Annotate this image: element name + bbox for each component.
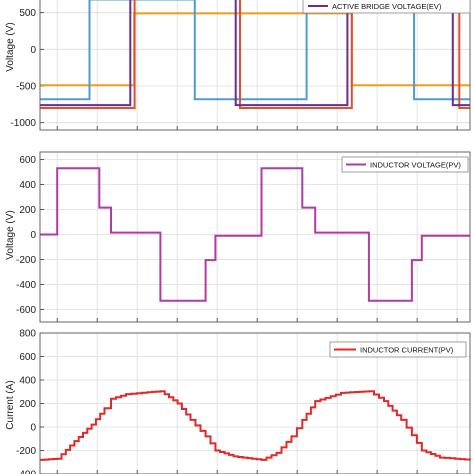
y-tick-label-6: -600 (16, 305, 36, 316)
series-line-3 (40, 0, 470, 107)
series-line-2 (40, 0, 470, 109)
series-line-1 (40, 0, 470, 101)
y-tick-label-0: 500 (19, 8, 36, 19)
plot-frame (39, 0, 471, 131)
y-tick-label-0: 800 (19, 329, 36, 340)
legend-bottom: INDUCTOR CURRENT(PV) (329, 341, 467, 358)
series-line-0 (40, 167, 470, 302)
plot-frame (39, 151, 471, 323)
y-tick-label-4: 0 (30, 423, 36, 434)
legend-top: ACTIVE BRIDGE VOLTAGE(EV) (302, 0, 471, 14)
ylabel-middle: Voltage (V) (5, 210, 16, 259)
ylabel-bottom: Current (A) (5, 380, 16, 429)
y-tick-label-0: 600 (19, 155, 36, 166)
y-tick-label-6: -400 (16, 470, 36, 474)
panel-bottom: Current (A) 800 600 400 200 0 -200 -400 INDUCT… (5, 329, 471, 474)
y-tick-label-5: -400 (16, 280, 36, 291)
panel-middle: Voltage (V) 600 400 200 0 -200 -400 -600 INDUC… (5, 151, 471, 323)
legend-label-middle: INDUCTOR VOLTAGE(PV) (370, 161, 461, 170)
y-tick-label-4: -200 (16, 255, 36, 266)
plot-top: 500 0 -500 -1000 (10, 0, 471, 131)
plot-frame (39, 332, 471, 474)
y-tick-label-5: -200 (16, 446, 36, 457)
y-tick-label-1: 600 (19, 352, 36, 363)
y-tick-label-3: -1000 (10, 118, 36, 129)
plot-middle: 600 400 200 0 -200 -400 -600 (16, 151, 471, 323)
y-tick-label-1: 400 (19, 180, 36, 191)
y-tick-label-2: 400 (19, 376, 36, 387)
y-tick-label-1: 0 (30, 45, 36, 56)
plot-area (40, 152, 470, 322)
series-line-0 (40, 390, 471, 461)
panel-top: Voltage (V) 500 0 -500 -1000 ACTIVE BRIDGE … (5, 0, 471, 131)
y-tick-label-2: -500 (16, 82, 36, 93)
legend-label-top: ACTIVE BRIDGE VOLTAGE(EV) (332, 2, 442, 11)
legend-middle: INDUCTOR VOLTAGE(PV) (341, 156, 469, 173)
y-tick-label-2: 200 (19, 205, 36, 216)
y-tick-label-3: 0 (30, 230, 36, 241)
ylabel-top: Voltage (V) (5, 22, 16, 71)
y-tick-label-3: 200 (19, 399, 36, 410)
plot-area (40, 0, 470, 130)
legend-label-bottom: INDUCTOR CURRENT(PV) (360, 346, 454, 355)
series-line-0 (40, 12, 470, 87)
